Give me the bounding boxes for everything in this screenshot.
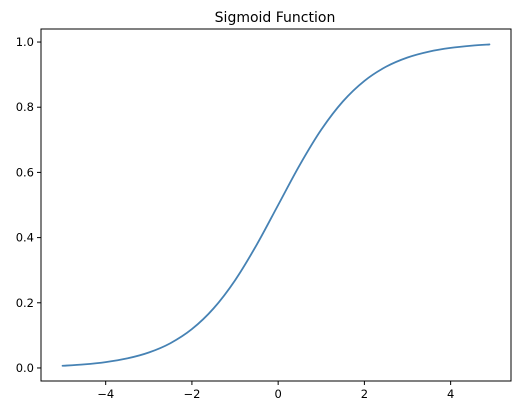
y-tick-label: 0.0 — [16, 361, 34, 375]
x-tick-label: 4 — [447, 387, 454, 401]
y-tick-label: 1.0 — [16, 35, 34, 49]
series-layer — [61, 43, 491, 367]
x-tick-label: −4 — [97, 387, 114, 401]
y-axis: 0.0 0.2 0.4 0.6 0.8 1.0 — [16, 35, 41, 375]
x-tick-label: −2 — [183, 387, 200, 401]
plot-area-frame — [40, 28, 512, 382]
chart-title: Sigmoid Function — [215, 10, 336, 26]
y-tick-label: 0.4 — [16, 231, 34, 245]
x-tick-label: 2 — [361, 387, 368, 401]
x-tick-label: 0 — [274, 387, 281, 401]
x-axis: −4 −2 0 2 4 — [97, 381, 454, 401]
y-tick-label: 0.8 — [16, 100, 34, 114]
sigmoid-line — [61, 43, 491, 367]
y-tick-label: 0.6 — [16, 165, 34, 179]
y-tick-label: 0.2 — [16, 296, 34, 310]
